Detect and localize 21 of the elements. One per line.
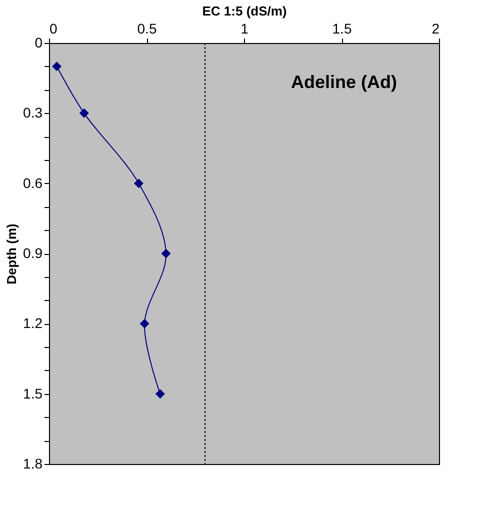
point (161, 248, 171, 258)
point (140, 318, 150, 328)
y-axis-title: Depth (m) (4, 224, 20, 284)
x-tick-label: 0.5 (137, 20, 157, 36)
y-tick-label: 1.5 (23, 385, 43, 402)
point (155, 389, 165, 399)
y-tick-label: 1.8 (23, 456, 43, 472)
x-tick-label: 1 (240, 20, 249, 36)
y-tick-label: 0 (34, 34, 43, 50)
y-tick-label: 0.9 (23, 245, 43, 261)
point (134, 178, 144, 188)
y-tick-label: 0.6 (23, 174, 43, 191)
y-tick-label: 1.2 (23, 315, 43, 332)
point (52, 62, 62, 72)
x-axis-title: EC 1:5 (dS/m) (202, 4, 287, 18)
y-tick-label: 0.3 (23, 104, 43, 121)
point (79, 108, 89, 118)
annotation: Adeline (Ad) (291, 72, 397, 92)
x-tick-label: 2 (432, 20, 440, 36)
x-tick-label: 1.5 (332, 20, 352, 36)
x-tick-label: 0 (50, 20, 58, 36)
